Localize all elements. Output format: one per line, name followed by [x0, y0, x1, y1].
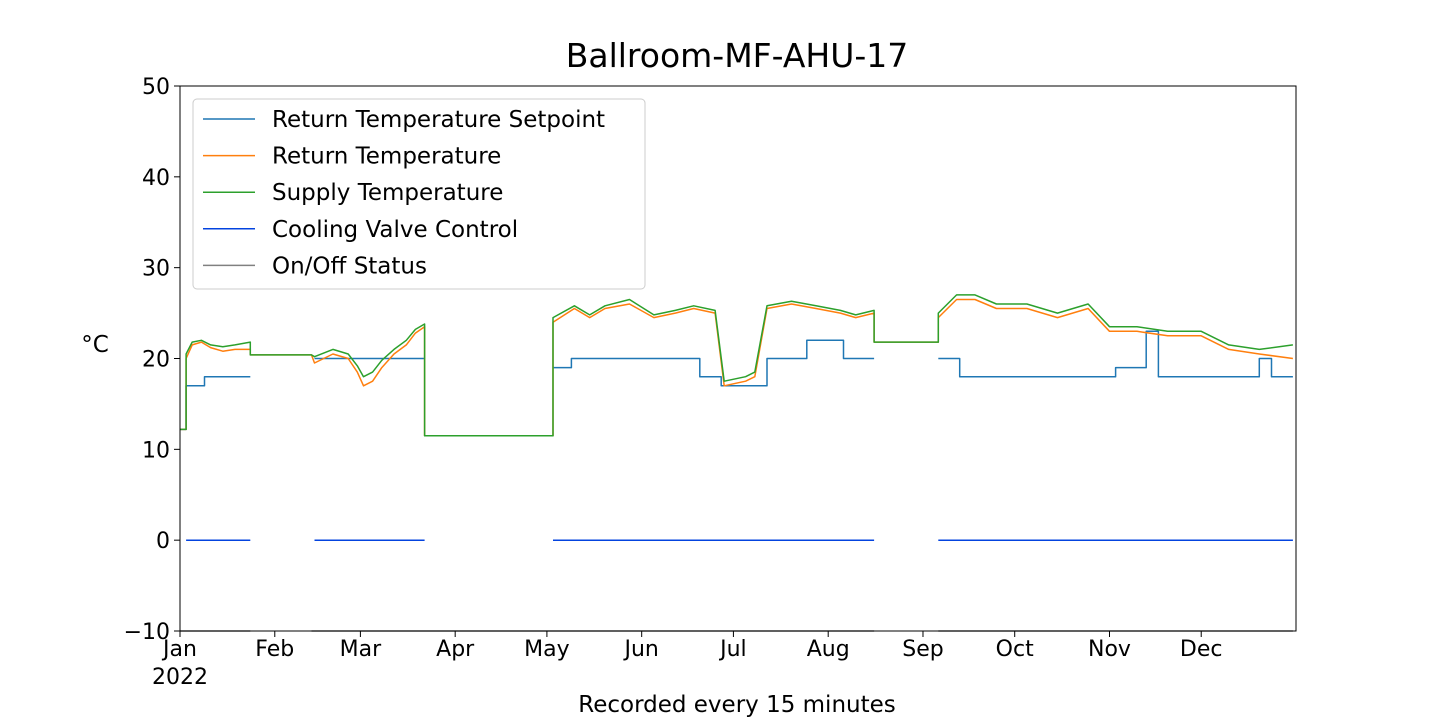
x-tick-label: Dec	[1180, 637, 1223, 662]
x-tick-label: Aug	[807, 637, 850, 662]
x-tick-year-label: 2022	[152, 665, 208, 690]
x-tick-label: Oct	[996, 637, 1034, 662]
y-tick-label: 10	[142, 438, 170, 463]
y-tick-label: 20	[142, 348, 170, 373]
legend-label: Return Temperature Setpoint	[272, 107, 605, 133]
x-tick-label: Feb	[255, 637, 294, 662]
legend: Return Temperature Setpoint Return Temper…	[193, 99, 645, 289]
x-tick-label: May	[524, 637, 569, 662]
x-tick-label: Mar	[340, 637, 382, 662]
y-axis-label: °C	[81, 332, 109, 358]
x-axis-label: Recorded every 15 minutes	[578, 692, 896, 718]
series-line-supply-temperature	[180, 295, 1293, 436]
chart-title: Ballroom-MF-AHU-17	[566, 36, 909, 75]
x-tick-label: Sep	[902, 637, 943, 662]
legend-label: Supply Temperature	[272, 180, 503, 206]
y-tick-label: 50	[142, 75, 170, 100]
legend-label: Return Temperature	[272, 144, 501, 170]
y-tick-label: 40	[142, 166, 170, 191]
x-tick-label: Jul	[718, 637, 747, 662]
y-tick-label: 0	[156, 529, 170, 554]
x-tick-label: Apr	[436, 637, 475, 662]
x-tick-label: Jan	[161, 637, 197, 662]
series-line-return-temperature-setpoint	[180, 331, 1293, 429]
y-tick-label: 30	[142, 257, 170, 282]
x-tick-label: Nov	[1088, 637, 1131, 662]
legend-label: Cooling Valve Control	[272, 217, 518, 243]
x-tick-label: Jun	[623, 637, 659, 662]
legend-label: On/Off Status	[272, 253, 427, 279]
